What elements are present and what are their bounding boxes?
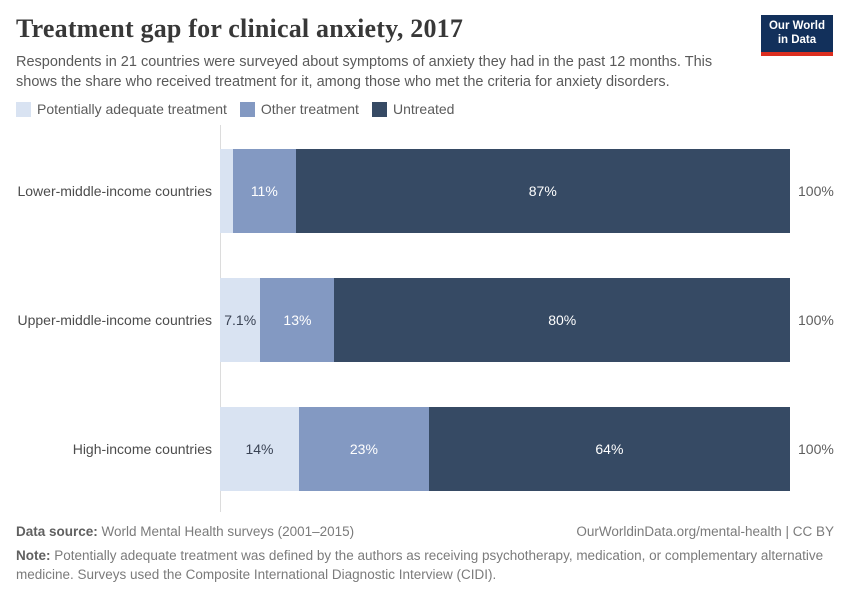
total-label: 100%: [798, 441, 834, 457]
legend-label: Untreated: [392, 101, 455, 117]
bar-segment-other-treatment[interactable]: 23%: [299, 407, 429, 491]
legend-swatch-untreated: [371, 101, 387, 117]
total-label: 100%: [798, 183, 834, 199]
chart-row: Lower-middle-income countries 11% 87% 100%: [0, 149, 850, 233]
legend-item-potentially-adequate-treatment[interactable]: Potentially adequate treatment: [16, 101, 227, 117]
legend: Potentially adequate treatment Other trea…: [16, 101, 454, 117]
legend-label: Other treatment: [260, 101, 359, 117]
data-source-label: Data source:: [16, 524, 98, 539]
bar-track: 11% 87%: [220, 149, 790, 233]
bar-segment-other-treatment[interactable]: 11%: [233, 149, 296, 233]
owid-link[interactable]: OurWorldinData.org/mental-health | CC BY: [576, 524, 834, 539]
bar-segment-untreated[interactable]: 64%: [428, 407, 790, 491]
chart-row: Upper-middle-income countries 7.1% 13% 80% 1…: [0, 278, 850, 362]
legend-item-untreated[interactable]: Untreated: [371, 101, 455, 117]
bar-segment-potentially-adequate-treatment[interactable]: 14%: [220, 407, 299, 491]
legend-swatch-other-treatment: [239, 101, 255, 117]
data-source: Data source: World Mental Health surveys…: [16, 524, 354, 539]
chart-note: Note: Potentially adequate treatment was…: [16, 546, 834, 584]
bar-segment-potentially-adequate-treatment[interactable]: 7.1%: [220, 278, 261, 362]
page-title: Treatment gap for clinical anxiety, 2017: [16, 14, 464, 43]
chart-header: Treatment gap for clinical anxiety, 2017…: [0, 0, 850, 92]
chart-area: Lower-middle-income countries 11% 87% 100% U…: [0, 116, 850, 512]
chart-note-text: Potentially adequate treatment was defin…: [16, 548, 824, 583]
owid-logo[interactable]: Our World in Data: [760, 15, 833, 56]
total-label: 100%: [798, 312, 834, 328]
chart-footer: Data source: World Mental Health surveys…: [16, 524, 834, 584]
legend-label: Potentially adequate treatment: [37, 101, 227, 117]
bar-segment-untreated[interactable]: 80%: [334, 278, 790, 362]
bar-segment-potentially-adequate-treatment[interactable]: [220, 149, 234, 233]
bar-segment-other-treatment[interactable]: 13%: [260, 278, 335, 362]
bar-track: 14% 23% 64%: [220, 407, 790, 491]
owid-logo-line1: Our World: [768, 20, 825, 32]
chart-row: High-income countries 14% 23% 64% 100%: [0, 407, 850, 491]
bar-track: 7.1% 13% 80%: [220, 278, 790, 362]
chart-note-label: Note:: [16, 548, 51, 563]
chart-subtitle: Respondents in 21 countries were surveye…: [16, 54, 713, 90]
bar-segment-untreated[interactable]: 87%: [295, 149, 790, 233]
category-label: High-income countries: [72, 441, 212, 457]
data-source-text: World Mental Health surveys (2001–2015): [97, 524, 355, 539]
legend-swatch-potentially-adequate-treatment: [16, 101, 31, 117]
legend-item-other-treatment[interactable]: Other treatment: [239, 101, 359, 117]
category-label: Lower-middle-income countries: [17, 183, 212, 199]
category-label: Upper-middle-income countries: [17, 312, 212, 328]
owid-logo-line2: in Data: [777, 33, 817, 46]
